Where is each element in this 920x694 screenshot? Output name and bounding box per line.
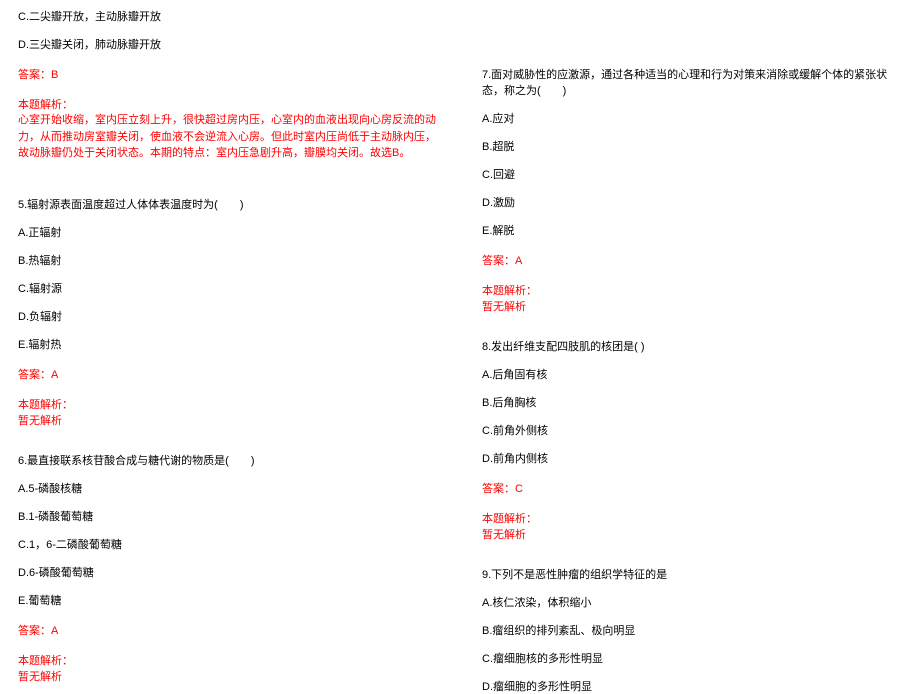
right-column: 7.面对威胁性的应激源，通过各种适当的心理和行为对策来消除或缓解个体的紧张状态，… xyxy=(460,8,902,643)
option-b: B.热辐射 xyxy=(18,252,438,268)
analysis-label: 本题解析： xyxy=(18,652,438,668)
option-e: E.葡萄糖 xyxy=(18,592,438,608)
option-c: C.前角外侧核 xyxy=(482,422,902,438)
option-a: A.应对 xyxy=(482,110,902,126)
option-e: E.解脱 xyxy=(482,222,902,238)
question-stem: 9.下列不是恶性肿瘤的组织学特征的是 xyxy=(482,566,902,582)
left-column: C.二尖瓣开放，主动脉瓣开放 D.三尖瓣关闭，肺动脉瓣开放 答案：B 本题解析：… xyxy=(18,8,460,643)
option-e: E.辐射热 xyxy=(18,336,438,352)
option-c: C.二尖瓣开放，主动脉瓣开放 xyxy=(18,8,438,24)
option-b: B.1-磷酸葡萄糖 xyxy=(18,508,438,524)
analysis-label: 本题解析： xyxy=(18,96,438,112)
option-d: D.瘤细胞的多形性明显 xyxy=(482,678,902,694)
question-8: 8.发出纤维支配四肢肌的核团是( ) A.后角固有核 B.后角胸核 C.前角外侧… xyxy=(482,338,902,542)
analysis-body: 心室开始收缩，室内压立刻上升，很快超过房内压，心室内的血液出现向心房反流的动力，… xyxy=(18,112,438,162)
option-b: B.后角胸核 xyxy=(482,394,902,410)
option-d: D.激励 xyxy=(482,194,902,210)
option-b: B.超脱 xyxy=(482,138,902,154)
option-d: D.负辐射 xyxy=(18,308,438,324)
option-a: A.正辐射 xyxy=(18,224,438,240)
analysis-none: 暂无解析 xyxy=(482,526,902,542)
option-a: A.后角固有核 xyxy=(482,366,902,382)
option-c: C.1，6-二磷酸葡萄糖 xyxy=(18,536,438,552)
question-stem: 5.辐射源表面温度超过人体体表温度时为( ) xyxy=(18,196,438,212)
option-d: D.6-磷酸葡萄糖 xyxy=(18,564,438,580)
option-d: D.前角内侧核 xyxy=(482,450,902,466)
answer-text: 答案：A xyxy=(18,622,438,638)
question-5: 5.辐射源表面温度超过人体体表温度时为( ) A.正辐射 B.热辐射 C.辐射源… xyxy=(18,196,438,428)
analysis-none: 暂无解析 xyxy=(18,668,438,684)
option-a: A.核仁浓染，体积缩小 xyxy=(482,594,902,610)
option-b: B.瘤组织的排列紊乱、极向明显 xyxy=(482,622,902,638)
answer-text: 答案：C xyxy=(482,480,902,496)
question-9: 9.下列不是恶性肿瘤的组织学特征的是 A.核仁浓染，体积缩小 B.瘤组织的排列紊… xyxy=(482,566,902,694)
answer-text: 答案：A xyxy=(482,252,902,268)
question-stem: 8.发出纤维支配四肢肌的核团是( ) xyxy=(482,338,902,354)
question-stem: 7.面对威胁性的应激源，通过各种适当的心理和行为对策来消除或缓解个体的紧张状态，… xyxy=(482,66,902,98)
answer-text: 答案：B xyxy=(18,66,438,82)
option-c: C.回避 xyxy=(482,166,902,182)
analysis-label: 本题解析： xyxy=(18,396,438,412)
answer-text: 答案：A xyxy=(18,366,438,382)
question-stem: 6.最直接联系核苷酸合成与糖代谢的物质是( ) xyxy=(18,452,438,468)
question-4-partial: C.二尖瓣开放，主动脉瓣开放 D.三尖瓣关闭，肺动脉瓣开放 答案：B 本题解析：… xyxy=(18,8,438,162)
question-7: 7.面对威胁性的应激源，通过各种适当的心理和行为对策来消除或缓解个体的紧张状态，… xyxy=(482,66,902,314)
option-a: A.5-磷酸核糖 xyxy=(18,480,438,496)
question-6: 6.最直接联系核苷酸合成与糖代谢的物质是( ) A.5-磷酸核糖 B.1-磷酸葡… xyxy=(18,452,438,684)
analysis-none: 暂无解析 xyxy=(18,412,438,428)
analysis-label: 本题解析： xyxy=(482,510,902,526)
analysis-label: 本题解析： xyxy=(482,282,902,298)
option-c: C.辐射源 xyxy=(18,280,438,296)
option-c: C.瘤细胞核的多形性明显 xyxy=(482,650,902,666)
option-d: D.三尖瓣关闭，肺动脉瓣开放 xyxy=(18,36,438,52)
analysis-none: 暂无解析 xyxy=(482,298,902,314)
